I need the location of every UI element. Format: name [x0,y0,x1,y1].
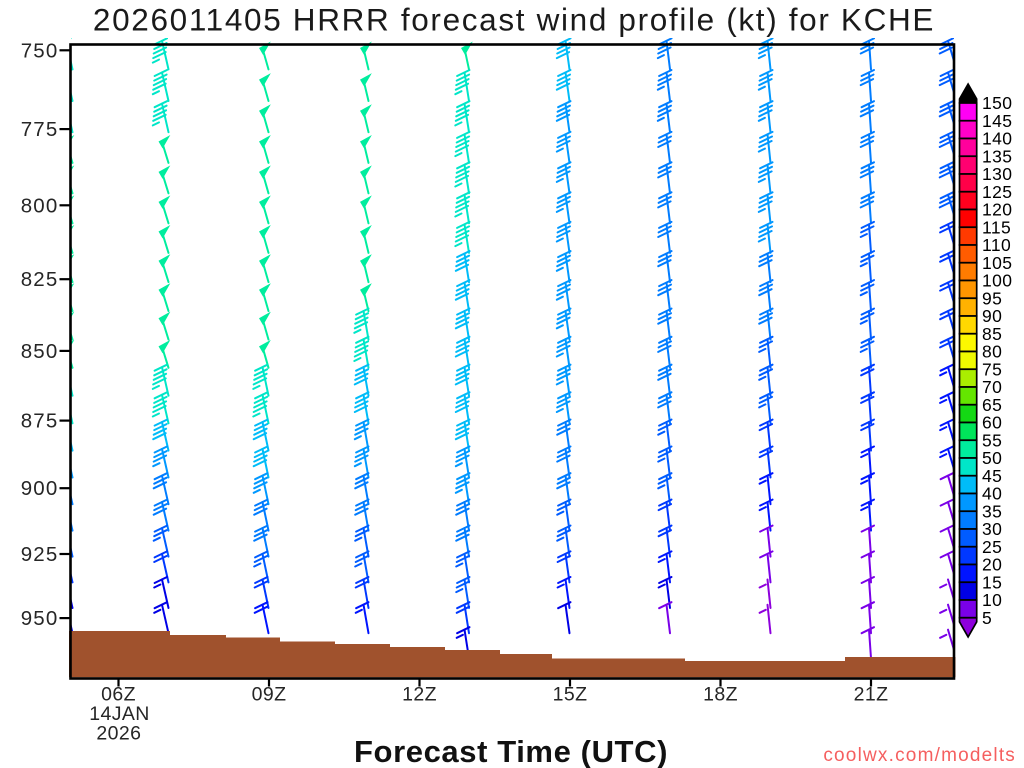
svg-text:95: 95 [982,288,1002,308]
svg-text:30: 30 [982,519,1002,539]
svg-text:40: 40 [982,484,1002,504]
svg-text:70: 70 [982,377,1002,397]
svg-text:10: 10 [982,590,1002,610]
svg-text:150: 150 [982,93,1012,113]
svg-text:Forecast Time (UTC): Forecast Time (UTC) [354,734,668,768]
svg-text:130: 130 [982,164,1012,184]
svg-text:21Z: 21Z [854,684,889,706]
svg-text:800: 800 [21,194,59,217]
svg-text:115: 115 [982,217,1011,237]
svg-text:825: 825 [21,268,59,291]
svg-text:135: 135 [982,146,1012,166]
svg-text:45: 45 [982,466,1002,486]
svg-text:15Z: 15Z [553,684,588,706]
svg-text:75: 75 [982,359,1002,379]
svg-text:55: 55 [982,430,1002,450]
svg-text:125: 125 [982,182,1012,202]
svg-text:875: 875 [21,410,59,433]
svg-text:20: 20 [982,555,1002,575]
svg-text:60: 60 [982,413,1002,433]
svg-text:110: 110 [982,235,1011,255]
svg-text:2026011405 HRRR forecast wind: 2026011405 HRRR forecast wind profile (k… [93,2,935,38]
svg-text:06Z: 06Z [101,684,136,706]
svg-text:50: 50 [982,448,1002,468]
svg-text:950: 950 [21,607,59,630]
svg-text:12Z: 12Z [402,684,437,706]
svg-text:09Z: 09Z [252,684,287,706]
svg-text:105: 105 [982,253,1012,273]
svg-text:15: 15 [982,573,1002,593]
svg-text:900: 900 [21,477,59,500]
svg-text:65: 65 [982,395,1002,415]
svg-text:850: 850 [21,340,59,363]
svg-text:35: 35 [982,502,1002,522]
svg-text:100: 100 [982,271,1012,291]
svg-text:750: 750 [21,39,59,62]
svg-text:18Z: 18Z [703,684,738,706]
svg-text:2026: 2026 [96,723,141,745]
svg-text:5: 5 [982,608,992,628]
svg-text:90: 90 [982,306,1002,326]
svg-text:14JAN: 14JAN [89,703,150,725]
svg-text:120: 120 [982,200,1012,220]
svg-text:coolwx.com/modelts: coolwx.com/modelts [823,745,1016,766]
svg-text:80: 80 [982,342,1002,362]
svg-text:925: 925 [21,543,59,566]
svg-text:775: 775 [21,118,59,141]
svg-text:85: 85 [982,324,1002,344]
svg-text:25: 25 [982,537,1002,557]
svg-text:145: 145 [982,111,1012,131]
svg-text:140: 140 [982,129,1012,149]
